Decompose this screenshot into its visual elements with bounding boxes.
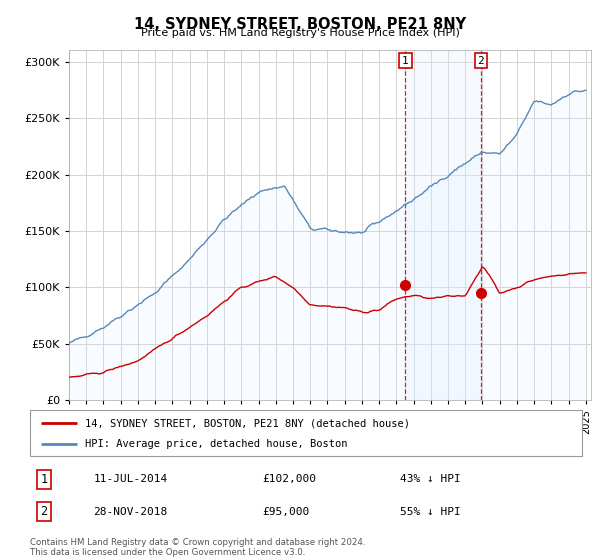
Text: Price paid vs. HM Land Registry's House Price Index (HPI): Price paid vs. HM Land Registry's House … (140, 28, 460, 38)
Text: 14, SYDNEY STREET, BOSTON, PE21 8NY (detached house): 14, SYDNEY STREET, BOSTON, PE21 8NY (det… (85, 418, 410, 428)
Text: 2: 2 (40, 505, 47, 518)
Text: 2: 2 (478, 55, 484, 66)
Text: £95,000: £95,000 (262, 506, 309, 516)
Bar (406, 50, 481, 400)
Text: £102,000: £102,000 (262, 474, 316, 484)
Text: 55% ↓ HPI: 55% ↓ HPI (400, 506, 461, 516)
Text: 43% ↓ HPI: 43% ↓ HPI (400, 474, 461, 484)
Text: 28-NOV-2018: 28-NOV-2018 (94, 506, 168, 516)
Text: 1: 1 (40, 473, 47, 486)
Text: Contains HM Land Registry data © Crown copyright and database right 2024.
This d: Contains HM Land Registry data © Crown c… (30, 538, 365, 557)
Text: 11-JUL-2014: 11-JUL-2014 (94, 474, 168, 484)
Text: 1: 1 (402, 55, 409, 66)
Text: 14, SYDNEY STREET, BOSTON, PE21 8NY: 14, SYDNEY STREET, BOSTON, PE21 8NY (134, 17, 466, 32)
Text: HPI: Average price, detached house, Boston: HPI: Average price, detached house, Bost… (85, 438, 348, 449)
